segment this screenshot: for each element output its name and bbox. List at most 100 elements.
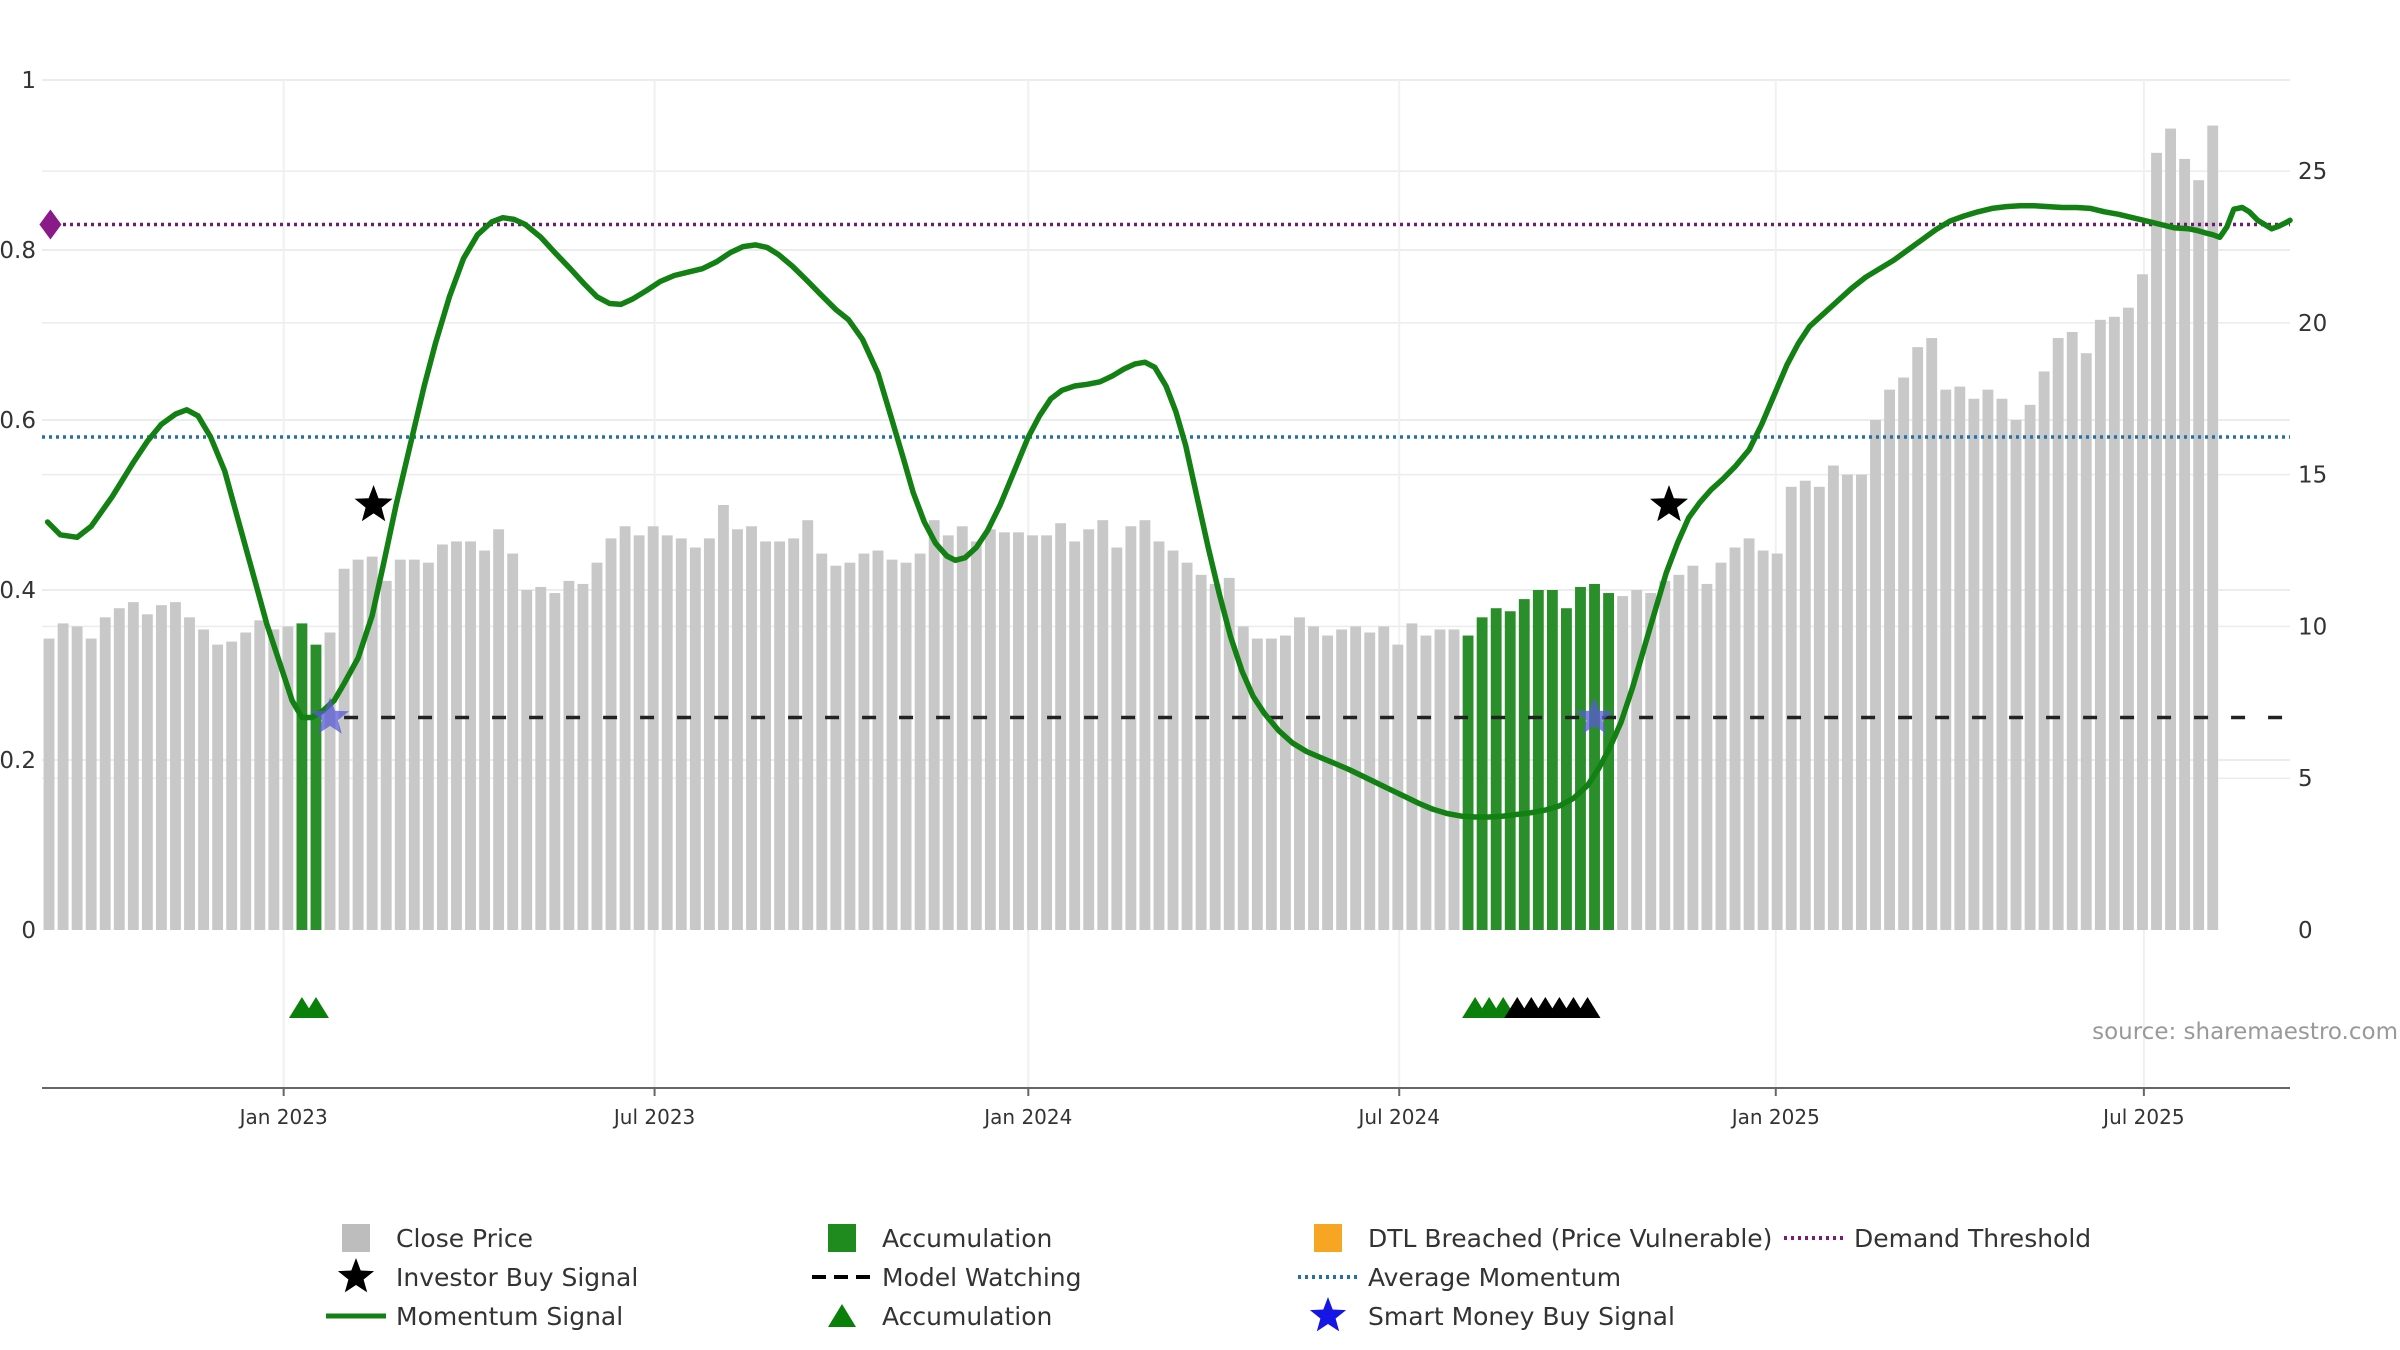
close-price-bar	[2179, 158, 2191, 930]
left-axis-tick-label: 0.4	[0, 578, 36, 604]
close-price-bar	[1350, 626, 1362, 930]
close-price-bar	[1139, 520, 1151, 930]
close-price-bar	[1265, 638, 1277, 930]
close-price-bar	[886, 559, 898, 930]
close-price-bar	[156, 605, 167, 930]
close-price-bar	[1181, 562, 1193, 930]
close-price-bar	[1617, 596, 1629, 930]
close-price-bar	[212, 644, 224, 930]
close-price-bar	[1167, 550, 1179, 930]
legend-item: DTL Breached (Price Vulnerable)	[1314, 1224, 1772, 1253]
close-price-bar	[2094, 319, 2106, 931]
close-price-bar	[970, 541, 982, 930]
close-price-bar	[1336, 629, 1348, 930]
close-price-bar	[2207, 125, 2219, 931]
legend-star-icon	[337, 1258, 375, 1293]
close-price-bar	[170, 602, 181, 930]
x-axis-tick-label: Jan 2025	[1730, 1105, 1820, 1129]
left-axis-tick-label: 0.8	[0, 238, 36, 264]
close-price-bar	[366, 556, 378, 930]
close-price-bar	[1069, 541, 1081, 930]
close-price-bar	[675, 538, 687, 930]
legend-label: Average Momentum	[1368, 1263, 1621, 1292]
left-axis-tick-label: 1	[21, 68, 36, 94]
close-price-bar	[1827, 465, 1839, 930]
accumulation-bar	[296, 623, 308, 930]
legend-swatch	[828, 1224, 856, 1252]
close-price-bar	[816, 553, 828, 930]
accumulation-bar	[1490, 608, 1502, 930]
close-price-bar	[1842, 474, 1853, 930]
close-price-bar	[451, 541, 462, 930]
legend-star-icon	[1309, 1297, 1347, 1332]
close-price-bar	[1884, 389, 1895, 931]
close-price-bar	[1251, 638, 1263, 930]
close-price-bar	[1125, 526, 1137, 930]
legend-label: Momentum Signal	[396, 1302, 623, 1331]
close-price-bar	[380, 580, 392, 930]
close-price-bar	[1785, 486, 1797, 930]
close-price-bar	[2024, 404, 2036, 931]
accumulation-bar	[1476, 617, 1488, 930]
close-price-bar	[493, 529, 505, 930]
price-bars	[43, 125, 2219, 931]
momentum-signal-line	[44, 203, 2293, 820]
close-price-bar	[563, 580, 575, 930]
close-price-bar	[1237, 626, 1249, 930]
close-price-bar	[1322, 635, 1333, 930]
x-axis-tick-label: Jul 2023	[612, 1105, 695, 1129]
close-price-bar	[1111, 547, 1123, 930]
legend-label: Investor Buy Signal	[396, 1263, 638, 1292]
legend-item: Demand Threshold	[1784, 1224, 2091, 1253]
close-price-bar	[872, 550, 884, 930]
close-price-bar	[1055, 523, 1067, 930]
close-price-bar	[2080, 353, 2092, 930]
close-price-bar	[774, 541, 786, 930]
close-price-bar	[479, 550, 490, 930]
left-axis-tick-label: 0.2	[0, 748, 36, 774]
close-price-bar	[1898, 377, 1910, 930]
close-price-bar	[732, 529, 743, 930]
close-price-bar	[1799, 480, 1811, 930]
close-price-bar	[521, 590, 533, 930]
close-price-bar	[338, 568, 350, 930]
accumulation-bar	[1589, 583, 1600, 930]
close-price-bar	[71, 626, 83, 930]
legend-label: Smart Money Buy Signal	[1368, 1302, 1675, 1331]
x-axis-tick-label: Jul 2024	[1357, 1105, 1440, 1129]
close-price-bar	[984, 529, 996, 930]
legend-label: Close Price	[396, 1224, 533, 1253]
close-price-bar	[1982, 389, 1994, 931]
close-price-bar	[254, 620, 266, 930]
right-axis-tick-label: 0	[2298, 918, 2313, 944]
close-price-bar	[394, 559, 406, 930]
close-price-bar	[1856, 474, 1867, 930]
investor-buy-star	[354, 485, 393, 522]
close-price-bar	[2052, 338, 2064, 930]
close-price-bar	[1027, 535, 1038, 930]
close-price-bar	[2038, 371, 2050, 930]
reference-lines	[42, 222, 2290, 720]
close-price-bar	[1968, 398, 1980, 930]
close-price-bar	[408, 559, 420, 930]
right-axis-tick-label: 25	[2298, 159, 2327, 185]
close-price-bar	[1813, 486, 1825, 930]
close-price-bar	[1771, 553, 1783, 930]
legend-label: Model Watching	[882, 1263, 1082, 1292]
accumulation-bar	[1603, 593, 1614, 930]
close-price-bar	[1223, 577, 1235, 930]
signal-markers	[39, 209, 1688, 1018]
close-price-bar	[226, 641, 238, 930]
accumulation-bar	[1504, 611, 1516, 930]
close-price-bar	[2066, 331, 2078, 930]
close-price-bar	[2165, 128, 2176, 931]
close-price-bar	[1940, 389, 1952, 931]
close-price-bar	[900, 562, 912, 930]
close-price-bar	[605, 538, 617, 930]
close-price-bar	[437, 544, 448, 930]
close-price-bar	[1870, 420, 1881, 930]
close-price-bar	[352, 559, 364, 930]
close-price-bar	[198, 629, 209, 930]
close-price-bar	[1378, 626, 1390, 930]
